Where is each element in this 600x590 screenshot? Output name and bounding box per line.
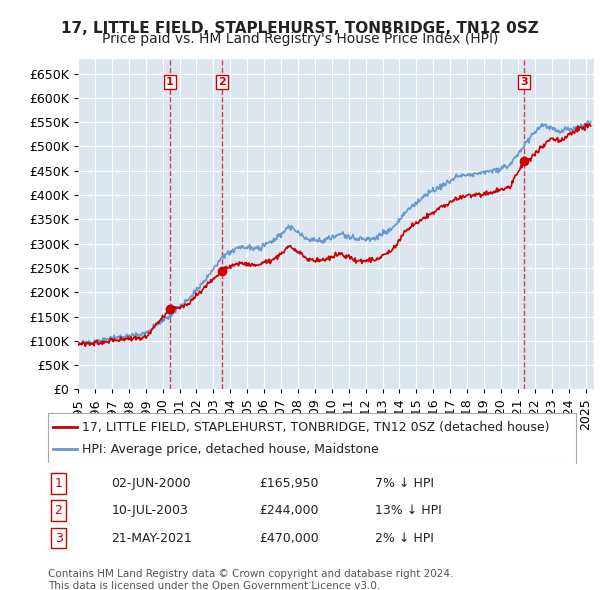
Text: 3: 3: [520, 77, 528, 87]
Text: 02-JUN-2000: 02-JUN-2000: [112, 477, 191, 490]
Text: 2% ↓ HPI: 2% ↓ HPI: [376, 532, 434, 545]
Text: 2: 2: [55, 504, 62, 517]
Text: 10-JUL-2003: 10-JUL-2003: [112, 504, 188, 517]
Text: 1: 1: [166, 77, 173, 87]
Text: 1: 1: [55, 477, 62, 490]
Text: 17, LITTLE FIELD, STAPLEHURST, TONBRIDGE, TN12 0SZ (detached house): 17, LITTLE FIELD, STAPLEHURST, TONBRIDGE…: [82, 421, 550, 434]
Text: 13% ↓ HPI: 13% ↓ HPI: [376, 504, 442, 517]
Text: HPI: Average price, detached house, Maidstone: HPI: Average price, detached house, Maid…: [82, 442, 379, 455]
Text: £470,000: £470,000: [259, 532, 319, 545]
Text: 3: 3: [55, 532, 62, 545]
Text: 17, LITTLE FIELD, STAPLEHURST, TONBRIDGE, TN12 0SZ: 17, LITTLE FIELD, STAPLEHURST, TONBRIDGE…: [61, 21, 539, 35]
Text: 7% ↓ HPI: 7% ↓ HPI: [376, 477, 434, 490]
Text: 2: 2: [218, 77, 226, 87]
Text: Price paid vs. HM Land Registry's House Price Index (HPI): Price paid vs. HM Land Registry's House …: [102, 32, 498, 47]
Text: £244,000: £244,000: [259, 504, 319, 517]
Text: £165,950: £165,950: [259, 477, 319, 490]
Text: 21-MAY-2021: 21-MAY-2021: [112, 532, 192, 545]
Text: Contains HM Land Registry data © Crown copyright and database right 2024.
This d: Contains HM Land Registry data © Crown c…: [48, 569, 454, 590]
